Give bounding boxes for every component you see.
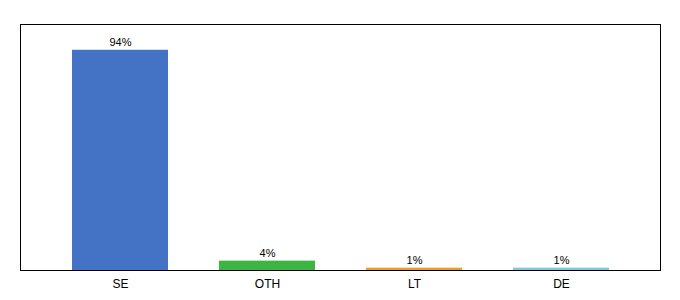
svg-text:94%: 94% <box>109 36 131 48</box>
svg-text:1%: 1% <box>407 254 423 266</box>
svg-text:4%: 4% <box>260 247 276 259</box>
svg-text:OTH: OTH <box>255 277 280 291</box>
svg-text:DE: DE <box>553 277 570 291</box>
svg-text:1%: 1% <box>554 254 570 266</box>
svg-text:SE: SE <box>112 277 128 291</box>
svg-text:LT: LT <box>408 277 422 291</box>
